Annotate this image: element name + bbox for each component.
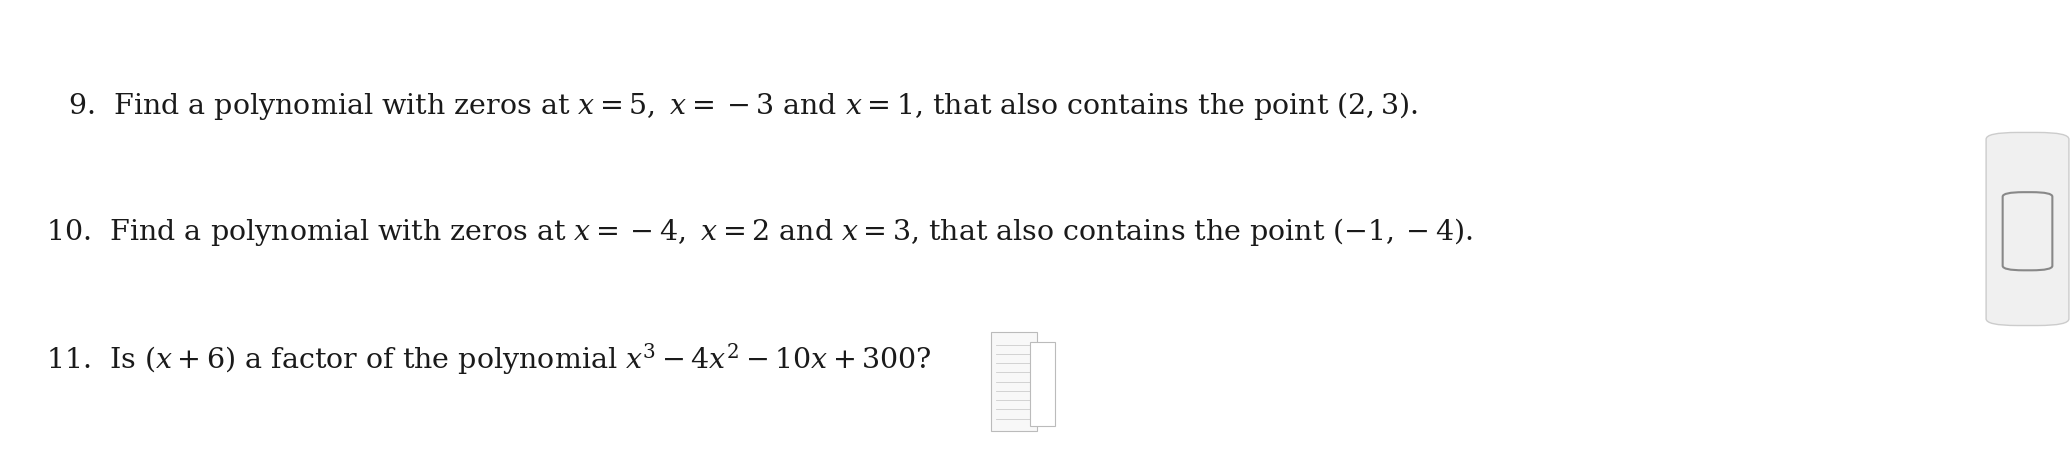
Text: 10.  Find a polynomial with zeros at $x = -4,\ x = 2$ and $x = 3$, that also con: 10. Find a polynomial with zeros at $x =… (46, 216, 1472, 247)
FancyBboxPatch shape (1986, 132, 2069, 326)
Text: 9.  Find a polynomial with zeros at $x = 5,\ x = -3$ and $x = 1$, that also cont: 9. Find a polynomial with zeros at $x = … (68, 90, 1419, 122)
FancyBboxPatch shape (990, 332, 1036, 431)
Text: 11.  Is $(x + 6)$ a factor of the polynomial $x^3 - 4x^2 - 10x + 300$?: 11. Is $(x + 6)$ a factor of the polynom… (46, 341, 932, 377)
FancyBboxPatch shape (1029, 342, 1054, 426)
FancyBboxPatch shape (2003, 192, 2052, 270)
